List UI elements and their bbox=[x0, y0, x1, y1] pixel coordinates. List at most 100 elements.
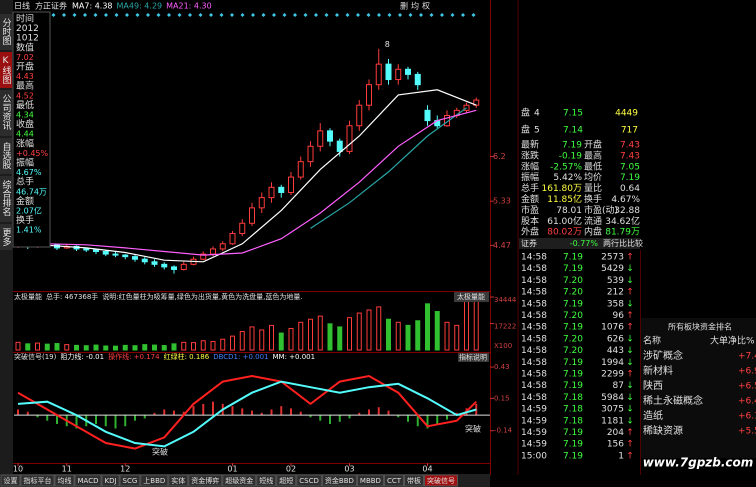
tab[interactable] bbox=[296, 474, 322, 487]
chart-tool[interactable]: 均 bbox=[411, 1, 419, 11]
sidebar-tab[interactable] bbox=[0, 14, 12, 50]
tab-label[interactable]: 短线 bbox=[259, 476, 273, 485]
volume-bar bbox=[405, 324, 411, 351]
histogram-bar bbox=[153, 412, 156, 416]
sidebar-tab[interactable] bbox=[0, 224, 12, 250]
sidebar-tab[interactable] bbox=[0, 52, 12, 88]
candle-body bbox=[385, 63, 392, 81]
sector-name[interactable]: 涉矿概念 bbox=[643, 349, 683, 362]
tab[interactable] bbox=[424, 474, 459, 487]
signal-diamond bbox=[146, 13, 150, 17]
indicator-button[interactable] bbox=[458, 353, 489, 362]
tab[interactable] bbox=[222, 474, 257, 487]
volume-bar bbox=[220, 338, 226, 351]
sidebar-tab[interactable] bbox=[0, 90, 12, 136]
info-label: 开盘 bbox=[16, 61, 34, 73]
tick-price: 7.19 bbox=[563, 323, 583, 333]
candle-body bbox=[122, 254, 129, 258]
sidebar-tab-label[interactable]: K线图 bbox=[1, 56, 12, 85]
volume-bar bbox=[259, 329, 265, 351]
tab-label[interactable]: CCT bbox=[387, 477, 402, 485]
signal-diamond bbox=[471, 13, 476, 17]
tab-label[interactable]: SCG bbox=[123, 477, 138, 485]
histogram-bar bbox=[329, 415, 331, 425]
candle-body bbox=[288, 176, 294, 193]
tab[interactable] bbox=[74, 474, 102, 487]
sidebar-tab-label[interactable]: 分时图 bbox=[1, 18, 12, 46]
volume-bar bbox=[74, 344, 79, 351]
sector-name[interactable]: 新材料 bbox=[643, 364, 673, 377]
indicator-button-label[interactable]: 太极量能 bbox=[457, 292, 485, 301]
sidebar-tab-label[interactable]: 公司资讯 bbox=[1, 94, 12, 131]
tab-label[interactable]: CSCD bbox=[299, 477, 319, 485]
y-tick-label: 34444 bbox=[494, 296, 517, 304]
histogram-bar bbox=[348, 415, 351, 419]
indicator-button[interactable] bbox=[454, 292, 489, 302]
tab-label[interactable]: 实体 bbox=[171, 476, 185, 485]
tab-label[interactable]: 指标平台 bbox=[24, 476, 52, 485]
tab-label[interactable]: 均线 bbox=[58, 476, 72, 485]
chart-tool[interactable]: 删 bbox=[400, 1, 408, 11]
tab[interactable] bbox=[101, 474, 120, 487]
tick-volume: 5429 bbox=[601, 264, 624, 274]
chart-tool[interactable]: 权 bbox=[422, 1, 430, 11]
tab-label[interactable]: MACD bbox=[78, 477, 99, 485]
tab[interactable] bbox=[256, 474, 277, 487]
sidebar-tab-label[interactable]: 更多 bbox=[1, 228, 12, 247]
tab[interactable] bbox=[404, 474, 425, 487]
histogram-bar bbox=[17, 409, 19, 416]
tab[interactable] bbox=[140, 474, 169, 487]
candle-body bbox=[161, 263, 168, 268]
indicator-button-label[interactable]: 指标说明 bbox=[459, 353, 487, 362]
signal-diamond bbox=[198, 13, 203, 17]
tab-label[interactable]: 资金博弈 bbox=[191, 476, 219, 485]
sector-name[interactable]: 造纸 bbox=[643, 409, 663, 422]
sidebar-tab-label[interactable]: 自选股 bbox=[1, 141, 12, 170]
compare-value: -0.77% bbox=[570, 239, 599, 248]
sidebar-tab[interactable] bbox=[0, 176, 12, 222]
tick-volume: 156 bbox=[607, 440, 624, 450]
sector-name[interactable]: 陕西 bbox=[643, 379, 663, 392]
candle-body bbox=[424, 109, 431, 122]
candle-body bbox=[171, 266, 177, 270]
tab[interactable] bbox=[54, 474, 75, 487]
volume-bar bbox=[415, 320, 421, 351]
info-value: 2.07亿 bbox=[16, 206, 42, 216]
tab-label[interactable]: 超短 bbox=[279, 476, 293, 485]
indicator-param: DBCD1: +0.001 bbox=[213, 353, 268, 361]
tab-label[interactable]: 设置 bbox=[4, 476, 18, 485]
moving-average bbox=[47, 109, 477, 256]
tab[interactable] bbox=[383, 474, 405, 487]
tab[interactable] bbox=[356, 474, 384, 487]
tab-label[interactable]: 上BBD bbox=[143, 476, 165, 485]
tab[interactable] bbox=[276, 474, 297, 487]
tab-label[interactable]: 突破信号 bbox=[427, 476, 455, 485]
tab[interactable] bbox=[168, 474, 189, 487]
y-tick-label: 4.47 bbox=[493, 241, 511, 250]
tab[interactable] bbox=[20, 474, 55, 487]
candle-body bbox=[219, 243, 226, 250]
sector-name[interactable]: 稀土永磁概念 bbox=[643, 394, 703, 407]
tick-time: 14:58 bbox=[521, 276, 547, 286]
histogram-bar bbox=[134, 415, 136, 421]
tab[interactable] bbox=[0, 474, 21, 487]
tab[interactable] bbox=[321, 474, 357, 487]
quote-label: 总手 bbox=[521, 182, 539, 194]
tab-label[interactable]: MBBD bbox=[360, 477, 381, 485]
sidebar-tab[interactable] bbox=[0, 138, 12, 174]
sector-name[interactable]: 稀缺资源 bbox=[643, 424, 683, 437]
tab-label[interactable]: 资金BBD bbox=[325, 476, 354, 485]
sidebar-tab-label[interactable]: 综合排名 bbox=[1, 179, 12, 217]
tab[interactable] bbox=[188, 474, 223, 487]
tab[interactable] bbox=[119, 474, 141, 487]
tick-time: 14:58 bbox=[521, 253, 547, 263]
tab-label[interactable]: 带板 bbox=[407, 476, 421, 485]
tab-label[interactable]: 超级资金 bbox=[225, 476, 253, 485]
histogram-bar bbox=[426, 415, 429, 429]
signal-diamond bbox=[335, 13, 339, 17]
compare-button[interactable]: 两行比比较 bbox=[603, 238, 643, 248]
info-value: 46.74万 bbox=[16, 187, 47, 196]
volume-bar bbox=[15, 341, 21, 351]
tab-label[interactable]: KDJ bbox=[104, 477, 116, 485]
